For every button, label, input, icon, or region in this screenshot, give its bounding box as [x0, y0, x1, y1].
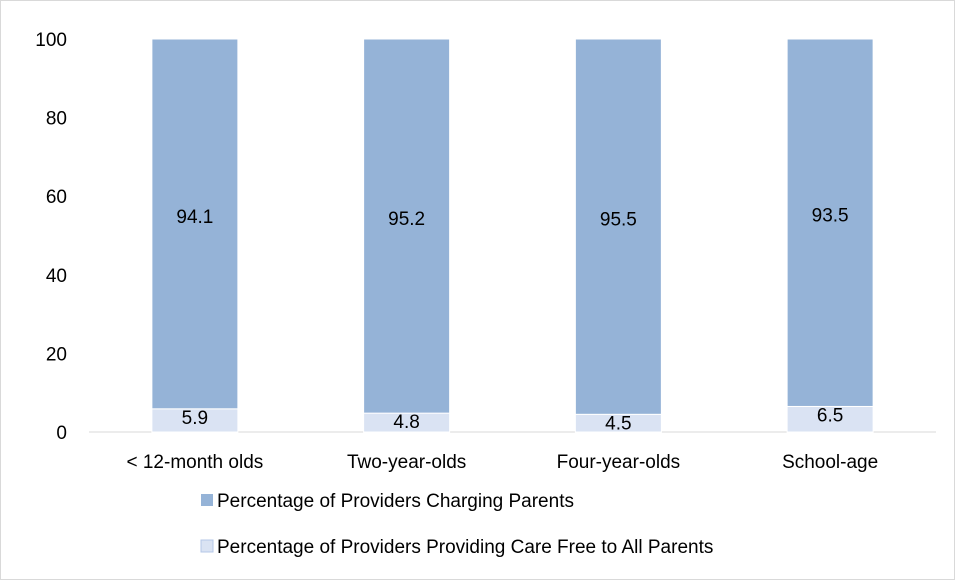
bar-segment-charging [574, 38, 662, 415]
x-category-label: Four-year-olds [557, 452, 681, 473]
data-label: 4.8 [393, 412, 419, 433]
data-label: 6.5 [817, 405, 843, 426]
y-tick-label: 100 [35, 30, 67, 51]
bar-segment-charging [363, 38, 451, 414]
y-tick-label: 80 [46, 109, 67, 130]
data-label: 95.5 [600, 210, 637, 231]
bar-segment-charging [151, 38, 239, 410]
data-label: 4.5 [605, 413, 631, 434]
legend-label: Percentage of Providers Providing Care F… [217, 537, 713, 558]
x-category-label: Two-year-olds [347, 452, 466, 473]
y-tick-label: 60 [46, 187, 67, 208]
data-label: 5.9 [182, 408, 208, 429]
y-tick-label: 0 [56, 423, 67, 444]
x-category-label: < 12-month olds [126, 452, 263, 473]
y-tick-label: 40 [46, 266, 67, 287]
legend-swatch [200, 539, 214, 553]
x-category-label: School-age [782, 452, 878, 473]
data-label: 95.2 [388, 209, 425, 230]
data-label: 93.5 [812, 206, 849, 227]
legend-label: Percentage of Providers Charging Parents [217, 491, 574, 512]
data-label: 94.1 [176, 207, 213, 228]
y-tick-label: 20 [46, 344, 67, 365]
bar-segment-charging [786, 38, 874, 407]
bar-segment-free-care [786, 405, 874, 433]
legend-swatch [201, 494, 213, 506]
